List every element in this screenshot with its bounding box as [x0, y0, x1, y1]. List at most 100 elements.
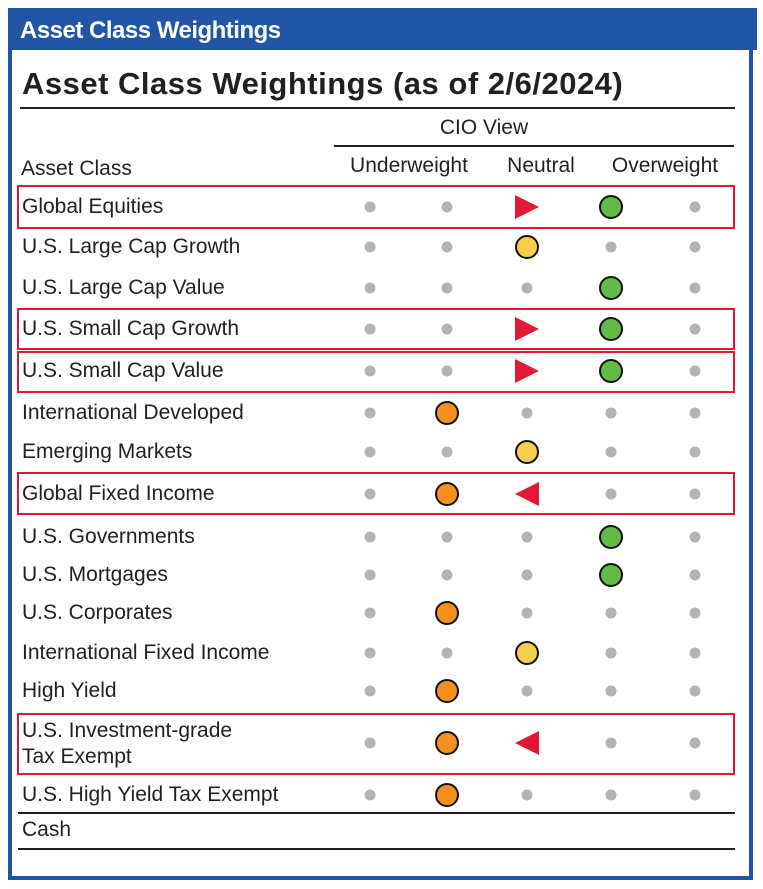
- neutral-dot: [441, 282, 453, 294]
- asset-class-label: High Yield: [22, 679, 117, 702]
- neutral-dot: [689, 365, 701, 377]
- arrow-right-icon: [515, 317, 539, 341]
- neutral-dot: [689, 241, 701, 253]
- neutral-dot: [441, 531, 453, 543]
- highlight-box: [17, 185, 735, 229]
- asset-class-label: U.S. High Yield Tax Exempt: [22, 783, 279, 806]
- neutral-dot: [441, 569, 453, 581]
- neutral-dot: [689, 201, 701, 213]
- asset-class-label: Cash: [22, 818, 72, 841]
- header-bar: Asset Class Weightings: [8, 8, 757, 50]
- neutral-dot: [364, 282, 376, 294]
- neutral-dot: [364, 737, 376, 749]
- neutral-dot: [689, 323, 701, 335]
- neutral-dot: [605, 446, 617, 458]
- neutral-dot: [364, 685, 376, 697]
- asset-class-label: U.S. Small Cap Value: [22, 359, 224, 382]
- neutral-dot: [605, 737, 617, 749]
- highlight-box: [17, 351, 735, 393]
- neutral-dot: [605, 789, 617, 801]
- cash-top-rule: [18, 812, 735, 814]
- neutral-dot: [441, 446, 453, 458]
- neutral-dot: [364, 647, 376, 659]
- neutral-dot: [689, 407, 701, 419]
- asset-class-label: Global Fixed Income: [22, 482, 215, 505]
- neutral-dot: [521, 685, 533, 697]
- green-circle-marker: [599, 525, 623, 549]
- neutral-dot: [689, 488, 701, 500]
- asset-class-label: U.S. Investment-grade Tax Exempt: [22, 719, 233, 768]
- neutral-dot: [605, 647, 617, 659]
- highlight-box: [17, 308, 735, 350]
- neutral-dot: [605, 241, 617, 253]
- neutral-dot: [441, 323, 453, 335]
- asset-class-header: Asset Class: [21, 157, 132, 180]
- neutral-dot: [364, 569, 376, 581]
- neutral-dot: [689, 446, 701, 458]
- orange-circle-marker: [435, 679, 459, 703]
- neutral-dot: [605, 407, 617, 419]
- neutral-dot: [521, 282, 533, 294]
- neutral-dot: [521, 607, 533, 619]
- green-circle-marker: [599, 317, 623, 341]
- asset-class-label: U.S. Governments: [22, 525, 195, 548]
- asset-class-label: U.S. Small Cap Growth: [22, 317, 240, 340]
- neutral-header: Neutral: [507, 154, 575, 177]
- green-circle-marker: [599, 563, 623, 587]
- arrow-right-icon: [515, 195, 539, 219]
- orange-circle-marker: [435, 482, 459, 506]
- asset-class-label: U.S. Large Cap Growth: [22, 235, 241, 258]
- cio-view-header: CIO View: [439, 116, 529, 139]
- neutral-dot: [441, 647, 453, 659]
- neutral-dot: [364, 323, 376, 335]
- neutral-dot: [689, 531, 701, 543]
- neutral-dot: [521, 531, 533, 543]
- cio-view-rule: [334, 145, 734, 147]
- asset-class-label: U.S. Mortgages: [22, 563, 168, 586]
- yellow-circle-marker: [515, 440, 539, 464]
- content-frame: [8, 8, 753, 880]
- arrow-left-icon: [515, 482, 539, 506]
- title-rule: [20, 107, 735, 109]
- neutral-dot: [689, 685, 701, 697]
- asset-class-label: U.S. Large Cap Value: [22, 276, 225, 299]
- arrow-right-icon: [515, 359, 539, 383]
- neutral-dot: [364, 241, 376, 253]
- overweight-header: Overweight: [611, 154, 719, 177]
- asset-class-label: Emerging Markets: [22, 440, 193, 463]
- neutral-dot: [364, 531, 376, 543]
- underweight-header: Underweight: [350, 154, 468, 177]
- neutral-dot: [605, 607, 617, 619]
- highlight-box: [17, 472, 735, 515]
- green-circle-marker: [599, 276, 623, 300]
- neutral-dot: [364, 201, 376, 213]
- neutral-dot: [521, 569, 533, 581]
- cash-bottom-rule: [18, 848, 735, 850]
- neutral-dot: [521, 407, 533, 419]
- neutral-dot: [441, 365, 453, 377]
- neutral-dot: [689, 737, 701, 749]
- neutral-dot: [689, 647, 701, 659]
- arrow-left-icon: [515, 731, 539, 755]
- table-title: Asset Class Weightings (as of 2/6/2024): [22, 66, 624, 101]
- neutral-dot: [521, 789, 533, 801]
- asset-class-label: U.S. Corporates: [22, 601, 173, 624]
- orange-circle-marker: [435, 731, 459, 755]
- neutral-dot: [689, 569, 701, 581]
- green-circle-marker: [599, 195, 623, 219]
- neutral-dot: [689, 607, 701, 619]
- neutral-dot: [364, 789, 376, 801]
- neutral-dot: [364, 488, 376, 500]
- asset-class-label: International Fixed Income: [22, 641, 270, 664]
- neutral-dot: [441, 201, 453, 213]
- green-circle-marker: [599, 359, 623, 383]
- orange-circle-marker: [435, 783, 459, 807]
- neutral-dot: [364, 407, 376, 419]
- orange-circle-marker: [435, 401, 459, 425]
- neutral-dot: [441, 241, 453, 253]
- neutral-dot: [689, 282, 701, 294]
- neutral-dot: [364, 607, 376, 619]
- neutral-dot: [364, 446, 376, 458]
- orange-circle-marker: [435, 601, 459, 625]
- neutral-dot: [605, 685, 617, 697]
